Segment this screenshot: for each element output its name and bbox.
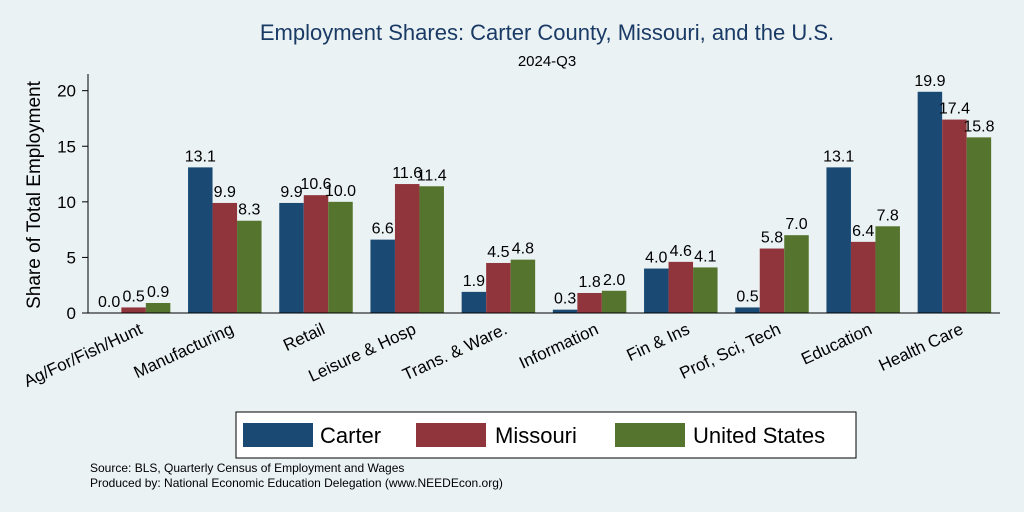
y-tick-label: 5: [67, 248, 76, 267]
data-label-missouri: 0.5: [122, 288, 144, 305]
legend: Carter Missouri United States: [235, 411, 857, 459]
bar-missouri: [668, 261, 694, 313]
bar-carter: [370, 239, 395, 313]
legend-swatch-missouri: [416, 423, 486, 447]
bar-missouri: [121, 307, 146, 313]
bar-united-states: [237, 220, 262, 313]
bar-united-states: [510, 259, 536, 313]
chart-subtitle: 2024-Q3: [518, 53, 576, 70]
y-tick-label: 10: [57, 193, 76, 212]
bar-carter: [552, 309, 578, 313]
source-note: Source: BLS, Quarterly Census of Employm…: [90, 461, 404, 475]
data-label-united-states: 0.9: [147, 284, 169, 301]
legend-box: [235, 411, 857, 459]
bar-carter: [917, 91, 943, 314]
data-label-carter: 19.9: [914, 73, 945, 90]
data-label-carter: 0.5: [736, 288, 758, 305]
data-label-united-states: 7.8: [877, 207, 899, 224]
data-label-united-states: 4.1: [694, 248, 716, 265]
x-tick-label: Ag/For/Fish/Hunt: [21, 319, 146, 391]
y-axis-title: Share of Total Employment: [24, 80, 45, 308]
bar-missouri: [212, 202, 238, 313]
data-label-missouri: 5.8: [761, 230, 783, 247]
legend-label-carter: Carter: [320, 423, 381, 448]
data-label-united-states: 15.8: [963, 118, 994, 135]
data-label-carter: 0.3: [554, 291, 576, 308]
bar-missouri: [759, 248, 785, 313]
x-tick-label: Information: [516, 319, 601, 372]
bar-united-states: [693, 267, 718, 313]
bar-carter: [735, 307, 760, 313]
bar-united-states: [875, 226, 900, 313]
data-label-united-states: 11.4: [417, 167, 447, 184]
bar-missouri: [394, 184, 420, 313]
bar-united-states: [601, 290, 627, 313]
x-tick-label: Prof, Sci, Tech: [677, 319, 784, 382]
bar-carter: [188, 167, 213, 313]
bar-united-states: [784, 235, 809, 313]
data-label-missouri: 11.6: [392, 165, 422, 182]
bar-carter: [644, 268, 669, 313]
data-label-united-states: 7.0: [785, 216, 807, 233]
bar-united-states: [419, 186, 444, 313]
bar-missouri: [942, 119, 967, 313]
data-label-missouri: 6.4: [852, 223, 874, 240]
bar-carter: [461, 291, 487, 313]
bar-missouri: [486, 262, 511, 313]
bar-missouri: [577, 292, 602, 313]
data-label-carter: 6.6: [372, 221, 394, 238]
chart-title: Employment Shares: Carter County, Missou…: [260, 20, 834, 45]
x-tick-label: Manufacturing: [131, 319, 237, 382]
data-label-carter: 9.9: [280, 184, 302, 201]
bar-united-states: [966, 137, 992, 313]
data-label-united-states: 4.8: [512, 241, 534, 258]
x-tick-label: Retail: [280, 319, 327, 355]
legend-label-united-states: United States: [693, 423, 825, 448]
bar-carter: [826, 167, 851, 313]
data-label-missouri: 1.8: [578, 274, 600, 291]
legend-swatch-carter: [243, 423, 313, 447]
producer-note: Produced by: National Economic Education…: [90, 476, 503, 490]
x-tick-label: Trans. & Ware.: [400, 319, 510, 384]
data-labels: 0.0 0.5 0.913.19.98.39.910.610.06.611.611.…: [98, 73, 995, 311]
y-tick-label: 15: [57, 137, 76, 156]
bar-carter: [279, 202, 304, 313]
y-tick-label: 0: [67, 304, 76, 323]
y-tick-label: 20: [57, 82, 76, 101]
x-tick-label: Health Care: [876, 319, 966, 375]
bars: [121, 91, 992, 314]
data-label-missouri: 4.6: [670, 243, 692, 260]
bar-missouri: [303, 195, 329, 313]
legend-swatch-united-states: [615, 423, 685, 447]
x-tick-label: Fin & Ins: [624, 319, 693, 365]
data-label-united-states: 2.0: [603, 272, 625, 289]
bar-united-states: [145, 302, 171, 313]
bar-missouri: [850, 241, 876, 313]
data-label-carter: 1.9: [463, 273, 485, 290]
data-label-united-states: 10.0: [325, 183, 356, 200]
legend-label-missouri: Missouri: [495, 423, 577, 448]
data-label-carter: 4.0: [645, 250, 667, 267]
bar-united-states: [328, 201, 353, 313]
y-axis: 0 5 10 15 20: [57, 74, 89, 323]
data-label-carter: 13.1: [823, 148, 854, 165]
data-label-missouri: 9.9: [214, 184, 236, 201]
data-label-missouri: 10.6: [300, 176, 331, 193]
data-label-carter: 0.0: [98, 294, 120, 311]
data-label-missouri: 17.4: [939, 101, 970, 118]
data-label-united-states: 8.3: [238, 202, 260, 219]
x-tick-label: Education: [798, 319, 875, 368]
data-label-missouri: 4.5: [487, 244, 509, 261]
data-label-carter: 13.1: [185, 148, 216, 165]
